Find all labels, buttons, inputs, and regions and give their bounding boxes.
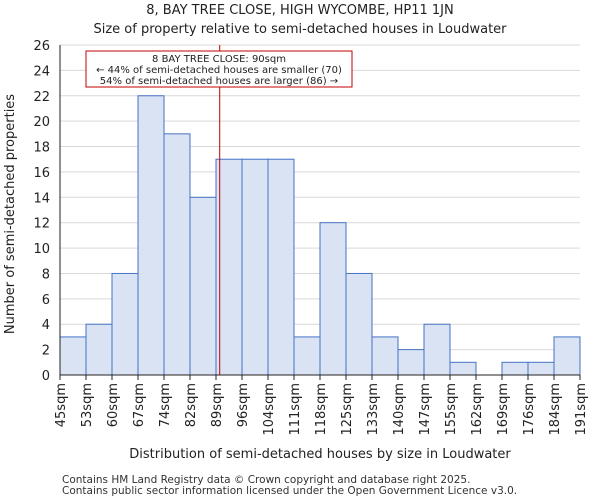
bars (59, 95, 581, 376)
bar (501, 361, 529, 376)
x-tick-label: 184sqm (548, 383, 563, 436)
x-tick-label: 96sqm (236, 383, 251, 427)
bar (59, 336, 87, 376)
bar (111, 272, 139, 376)
x-tick-label: 133sqm (366, 383, 381, 436)
property-marker: 8 BAY TREE CLOSE: 90sqm← 44% of semi-det… (85, 45, 353, 375)
x-tick-label: 155sqm (444, 383, 459, 436)
y-tick-label: 12 (33, 217, 50, 232)
y-tick-label: 0 (42, 369, 50, 384)
bar (345, 272, 373, 376)
y-tick-label: 24 (33, 64, 50, 79)
footer-line-2: Contains public sector information licen… (62, 485, 518, 497)
x-tick-label: 104sqm (262, 383, 277, 436)
chart-title: 8, BAY TREE CLOSE, HIGH WYCOMBE, HP11 1J… (146, 3, 454, 18)
y-tick-label: 16 (33, 166, 50, 181)
bar (85, 323, 113, 376)
footer-line-1: Contains HM Land Registry data © Crown c… (62, 474, 471, 486)
x-tick-label: 53sqm (80, 383, 95, 427)
annotation-box (85, 50, 353, 88)
x-tick-label: 111sqm (288, 383, 303, 436)
x-tick-label: 45sqm (54, 383, 69, 427)
y-tick-label: 6 (42, 293, 50, 308)
y-tick-label: 18 (33, 141, 50, 156)
x-tick-label: 118sqm (314, 383, 329, 436)
annotation-line: ← 44% of semi-detached houses are smalle… (96, 65, 342, 76)
x-tick-label: 74sqm (158, 383, 173, 427)
y-axis-label: Number of semi-detached properties (3, 94, 18, 334)
annotation-line: 54% of semi-detached houses are larger (… (100, 76, 338, 87)
x-tick-label: 82sqm (184, 383, 199, 427)
annotation-line: 8 BAY TREE CLOSE: 90sqm (152, 54, 286, 65)
y-tick-label: 2 (42, 344, 50, 359)
x-tick-label: 140sqm (392, 383, 407, 436)
y-tick-label: 4 (42, 318, 50, 333)
bar (267, 158, 295, 376)
x-tick-label: 191sqm (574, 383, 589, 436)
bar (397, 349, 425, 376)
bar (527, 361, 555, 376)
chart-subtitle: Size of property relative to semi-detach… (93, 22, 507, 37)
x-tick-label: 67sqm (132, 383, 147, 427)
x-tick-label: 162sqm (470, 383, 485, 436)
y-tick-label: 8 (42, 267, 50, 282)
bar (293, 336, 321, 376)
bar (189, 196, 217, 376)
y-tick-label: 10 (33, 242, 50, 257)
x-tick-label: 89sqm (210, 383, 225, 427)
bar (449, 361, 477, 376)
bar (163, 133, 191, 376)
y-tick-label: 26 (33, 39, 50, 54)
bar (137, 95, 165, 376)
y-tick-label: 14 (33, 191, 50, 206)
y-tick-label: 22 (33, 90, 50, 105)
bar (241, 158, 269, 376)
x-tick-label: 125sqm (340, 383, 355, 436)
bar (553, 336, 581, 376)
x-tick-label: 60sqm (106, 383, 121, 427)
bar (319, 222, 347, 376)
y-tick-label: 20 (33, 115, 50, 130)
x-tick-labels: 45sqm 53sqm 60sqm 67sqm 74sqm 82sqm 89sqm 96sqm… (54, 383, 589, 436)
x-tick-label: 147sqm (418, 383, 433, 436)
bar (423, 323, 451, 376)
x-tick-label: 169sqm (496, 383, 511, 436)
x-tick-label: 176sqm (522, 383, 537, 436)
bar (371, 336, 399, 376)
axes (59, 45, 581, 380)
x-axis-label: Distribution of semi-detached houses by … (129, 447, 511, 462)
